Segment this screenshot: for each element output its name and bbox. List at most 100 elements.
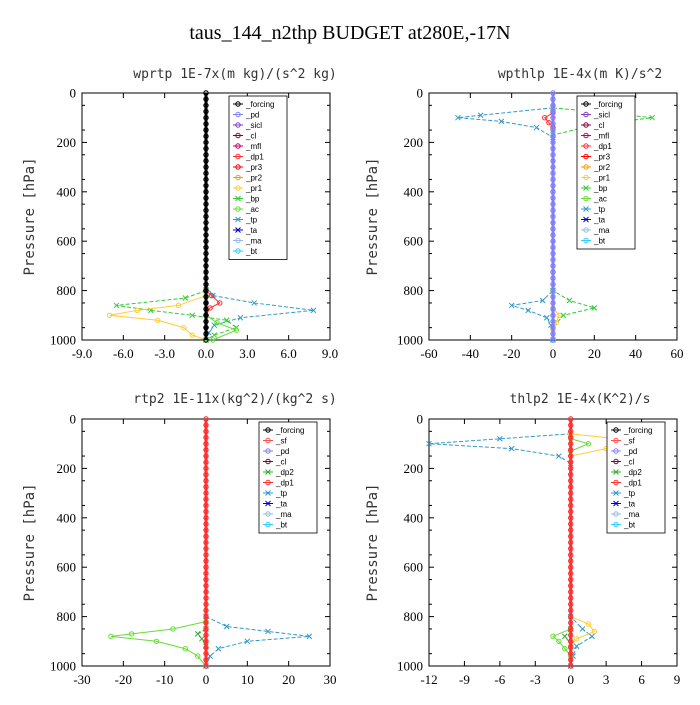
legend-label: _forcing [245,100,274,109]
x-tick-label: 60 [671,346,684,361]
zero-marker [203,515,209,521]
zero-marker [568,428,574,435]
legend-marker [235,185,241,191]
zero-marker [568,663,574,669]
zero-marker [568,589,574,595]
zero-marker [203,601,209,607]
data-point [508,302,515,309]
data-point [251,300,258,306]
data-point [211,332,218,338]
x-tick-label: -20 [115,672,132,687]
series-line [457,107,554,341]
data-point [525,307,532,314]
x-tick-label: 40 [629,346,642,361]
zero-marker [568,484,574,490]
legend-label: _pr2 [245,174,263,183]
legend-label: _forcing [275,426,304,435]
zero-marker [203,533,209,540]
zero-marker [550,102,556,109]
zero-marker [550,300,556,306]
series-line [110,621,207,667]
zero-marker [203,638,209,644]
legend-label: _sicl [245,121,262,130]
zero-marker [203,219,209,226]
data-point [543,314,550,321]
data-point [210,292,216,299]
legend-label: _sicl [593,111,610,120]
data-point [533,124,540,131]
data-point [573,636,580,642]
legend-marker [613,448,619,454]
zero-marker [203,558,209,564]
y-axis-label: Pressure [hPa] [22,483,38,601]
y-axis-label: Pressure [hPa] [365,157,381,275]
legend-marker [235,216,241,223]
zero-marker [203,96,209,102]
zero-marker [203,478,209,484]
zero-marker [203,502,209,509]
legend-marker [235,237,241,244]
zero-marker [550,108,556,115]
y-tick-label: 0 [417,412,424,427]
y-tick-label: 600 [57,560,77,575]
x-tick-label: 30 [324,672,337,687]
legend-label: _tp [623,489,636,498]
data-point [550,633,556,640]
x-tick-label: -9.0 [72,346,93,361]
zero-marker [203,312,209,318]
x-tick-label: 20 [282,672,295,687]
zero-marker [568,496,574,502]
zero-marker [203,152,209,158]
x-tick-label: 0 [550,346,557,361]
y-tick-label: 600 [404,234,424,249]
legend-label: _dp1 [245,153,264,162]
legend-label: _dp1 [275,479,294,488]
data-point [175,302,182,309]
legend-label: _mfl [245,142,261,151]
data-point [153,638,160,644]
legend-label: _tp [245,216,258,225]
legend-label: _tp [275,489,288,498]
zero-marker [203,626,209,632]
zero-marker [203,139,209,146]
legend-label: _tp [593,205,606,214]
legend-marker [583,111,589,118]
zero-marker [203,508,209,515]
series-line [428,433,593,667]
x-tick-label: -12 [420,672,437,687]
data-point [189,332,195,338]
zero-marker [203,238,209,244]
data-point [217,300,223,306]
zero-marker [203,287,209,294]
data-point [134,307,140,314]
zero-marker [203,263,209,269]
zero-marker [203,496,209,502]
zero-marker [568,583,574,589]
x-tick-label: -30 [73,672,90,687]
legend-marker [583,122,589,128]
zero-marker [568,502,574,509]
legend-marker [235,153,241,160]
legend-label: _cl [593,121,604,130]
panel-title: thlp2 1E-4x(K^2)/s [510,392,651,407]
zero-marker [550,213,556,220]
legend-marker [235,227,241,233]
legend-label: _pd [275,447,289,456]
zero-marker [203,657,209,663]
zero-marker [550,145,556,152]
x-tick-label: 9 [674,672,681,687]
legend-marker [583,101,589,107]
zero-marker [568,465,574,472]
zero-marker [203,589,209,595]
zero-marker [568,601,574,607]
legend-label: _sf [275,437,287,446]
zero-marker [203,595,209,601]
zero-marker [203,294,209,300]
zero-marker [203,145,209,152]
legend-label: _bp [593,184,608,193]
data-point [237,314,244,321]
legend-marker [583,185,589,191]
zero-marker [203,441,209,447]
legend-label: _bt [593,237,606,246]
data-point [573,643,580,650]
